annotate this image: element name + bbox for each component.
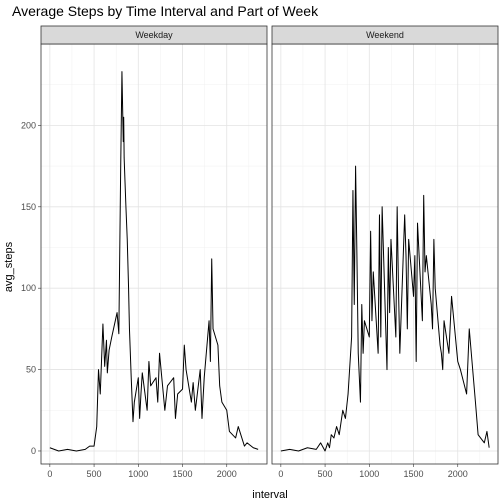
series-line-weekday (49, 71, 259, 452)
x-tick-label: 1000 (359, 469, 379, 479)
chart-title: Average Steps by Time Interval and Part … (12, 3, 319, 19)
x-tick-label: 0 (278, 469, 283, 479)
facet-strip (271, 25, 499, 45)
facet-panel-weekend: Weekend (271, 25, 499, 465)
x-tick-label: 2000 (448, 469, 468, 479)
x-tick-label: 1500 (173, 469, 193, 479)
facet-panel-weekday: Weekday (40, 25, 268, 465)
y-axis-title: avg_steps (3, 241, 15, 292)
x-tick-label: 500 (87, 469, 102, 479)
x-axis: 0 500 1000 1500 2000 0 500 1000 1500 2000 (47, 464, 468, 479)
facet-strip (40, 25, 268, 45)
y-tick-label: 0 (31, 446, 36, 456)
x-tick-label: 1000 (128, 469, 148, 479)
x-axis-title: interval (252, 489, 287, 501)
y-tick-label: 50 (26, 365, 36, 375)
y-axis: 0 50 100 150 200 (21, 120, 41, 456)
x-tick-label: 0 (47, 469, 52, 479)
y-tick-label: 150 (21, 202, 36, 212)
panel-background (41, 44, 267, 464)
series-line-weekend (280, 165, 490, 452)
y-tick-label: 200 (21, 120, 36, 130)
facet-strip-label: Weekday (135, 30, 173, 40)
facet-panels: Weekday Weekend (40, 25, 499, 465)
x-tick-label: 500 (318, 469, 333, 479)
panel-background (272, 44, 498, 464)
facet-strip-label: Weekend (366, 30, 404, 40)
y-tick-label: 100 (21, 283, 36, 293)
x-tick-label: 2000 (217, 469, 237, 479)
x-tick-label: 1500 (404, 469, 424, 479)
